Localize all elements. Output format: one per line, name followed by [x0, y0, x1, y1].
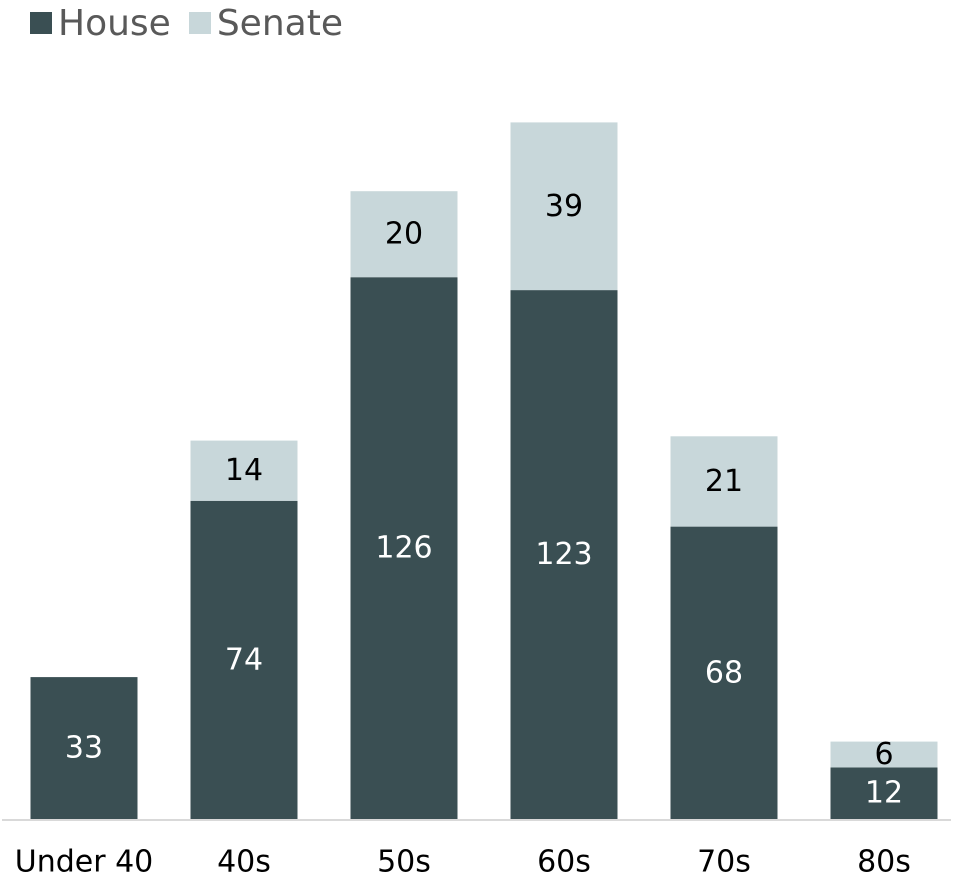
data-label-house-5: 12 — [865, 776, 903, 811]
x-tick-label-2: 50s — [377, 845, 431, 878]
legend-swatch-house — [30, 12, 52, 34]
bar-house-1 — [190, 500, 298, 819]
bar-house-4 — [670, 526, 778, 819]
bar-house-0 — [30, 677, 138, 819]
x-tick-label-4: 70s — [697, 845, 751, 878]
data-label-senate-4: 21 — [705, 464, 743, 499]
bar-senate-5 — [830, 741, 938, 768]
legend-item-house: House — [30, 3, 171, 44]
data-label-senate-5: 6 — [874, 737, 893, 772]
data-label-house-2: 126 — [375, 531, 432, 566]
data-label-house-4: 68 — [705, 655, 743, 690]
data-label-house-3: 123 — [535, 537, 592, 572]
legend-swatch-senate — [188, 12, 211, 34]
bar-senate-1 — [190, 440, 298, 501]
data-label-senate-1: 14 — [225, 453, 263, 488]
bar-senate-2 — [350, 191, 458, 278]
x-tick-label-5: 80s — [857, 845, 911, 878]
bar-house-5 — [830, 767, 938, 819]
bar-house-3 — [510, 290, 618, 820]
data-label-house-0: 33 — [65, 731, 103, 766]
bar-senate-4 — [670, 436, 778, 527]
legend-label-senate: Senate — [216, 2, 343, 44]
x-tick-label-0: Under 40 — [15, 845, 154, 878]
bar-house-2 — [350, 277, 458, 819]
legend-label-house: House — [58, 2, 171, 44]
data-label-senate-2: 20 — [385, 217, 423, 252]
x-tick-label-3: 60s — [537, 845, 591, 878]
legend-item-senate: Senate — [188, 2, 343, 44]
legend: House Senate — [30, 0, 361, 46]
data-label-house-1: 74 — [225, 642, 263, 677]
x-tick-label-1: 40s — [217, 845, 271, 878]
bar-senate-3 — [510, 122, 618, 291]
data-label-senate-3: 39 — [545, 189, 583, 224]
